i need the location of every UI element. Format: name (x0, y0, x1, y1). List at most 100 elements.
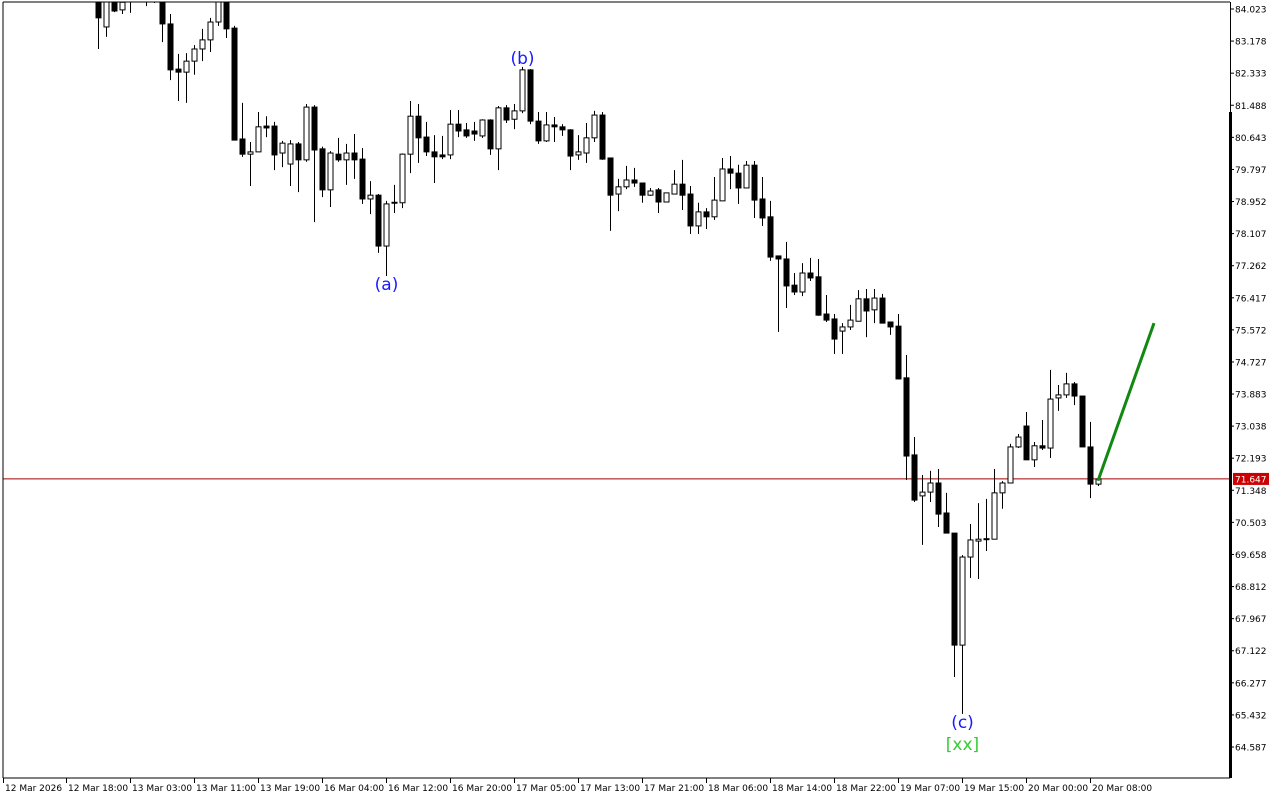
candle-body (727, 168, 734, 174)
candle-body (367, 194, 374, 200)
x-tick-label: 12 Mar 2026 (5, 784, 62, 794)
y-tick-label: 64.587 (1235, 744, 1267, 754)
candle-body (799, 272, 806, 293)
candle (95, 2, 102, 49)
candle (695, 202, 702, 234)
candle-body (431, 151, 438, 158)
candle-body (743, 164, 750, 189)
candle-body (855, 298, 862, 322)
candle (975, 503, 982, 580)
candle (167, 14, 174, 81)
candle (263, 116, 270, 138)
candle (911, 437, 918, 502)
plot-area: (a) (b) (c)[xx] (3, 2, 1230, 755)
candle-body (623, 179, 630, 188)
x-tick-label: 13 Mar 11:00 (196, 784, 256, 794)
candle (287, 140, 294, 187)
candle-body (183, 60, 190, 73)
candle (207, 17, 214, 53)
candle-body (959, 556, 966, 646)
candle (535, 112, 542, 144)
candle (575, 135, 582, 160)
candle (623, 165, 630, 190)
candle-body (839, 326, 846, 332)
candle-body (1023, 425, 1030, 461)
candle (663, 192, 670, 203)
candle (447, 110, 454, 160)
candle-body (567, 129, 574, 157)
candle-body (583, 137, 590, 154)
candle (423, 121, 430, 157)
candle (991, 468, 998, 540)
candle (1047, 369, 1054, 458)
candle-body (311, 106, 318, 151)
candle (983, 498, 990, 551)
projection-line (1096, 322, 1156, 482)
candle-body (895, 325, 902, 380)
candle-body (231, 27, 238, 141)
candle-body (751, 164, 758, 201)
candle (359, 148, 366, 204)
candle-body (975, 538, 982, 542)
candle-body (711, 199, 718, 218)
candle-body (191, 48, 198, 62)
candle-body (1007, 446, 1014, 484)
y-tick-label: 83.178 (1235, 38, 1267, 48)
candle (919, 475, 926, 545)
candle (327, 151, 334, 207)
y-tick-label: 79.797 (1235, 166, 1267, 176)
candle (751, 160, 758, 218)
candle (183, 53, 190, 103)
candle-body (527, 69, 534, 122)
candle-body (695, 211, 702, 227)
candle-body (471, 130, 478, 135)
candle (879, 293, 886, 324)
candle (519, 66, 526, 114)
candle-body (871, 297, 878, 311)
candle-body (199, 39, 206, 50)
candle-body (687, 193, 694, 227)
candle (1015, 434, 1022, 449)
candle-body (1015, 436, 1022, 448)
candle-body (343, 152, 350, 161)
candle-body (159, 2, 166, 25)
y-tick-label: 82.333 (1235, 70, 1267, 80)
candle (399, 153, 406, 209)
candle-body (647, 190, 654, 196)
candle (567, 129, 574, 171)
candle (103, 2, 110, 37)
candle-body (447, 123, 454, 156)
candle-body (703, 211, 710, 218)
candle-body (255, 126, 262, 153)
candle (111, 2, 118, 13)
candle (511, 104, 518, 130)
candle-body (1063, 383, 1070, 396)
candle (823, 295, 830, 322)
candle-body (615, 186, 622, 195)
candle-body (823, 313, 830, 321)
candle (775, 255, 782, 332)
candle (719, 157, 726, 202)
x-tick-label: 13 Mar 19:00 (260, 784, 320, 794)
wave-label: (b) (510, 49, 534, 69)
candle-body (639, 182, 646, 196)
candle (495, 105, 502, 171)
candle-body (319, 148, 326, 191)
candle-body (207, 21, 214, 41)
candle-body (495, 107, 502, 150)
candle-body (591, 114, 598, 139)
y-tick-label: 74.727 (1235, 358, 1267, 368)
candle-body (455, 123, 462, 132)
x-tick-label: 19 Mar 15:00 (964, 784, 1024, 794)
current-price-badge (1233, 472, 1269, 485)
candle (1023, 411, 1030, 461)
candle (215, 2, 222, 26)
candle-body (175, 68, 182, 73)
candle-body (599, 114, 606, 160)
candle-body (863, 298, 870, 312)
candle-body (399, 153, 406, 204)
x-tick-label: 19 Mar 07:00 (900, 784, 960, 794)
candle (1071, 381, 1078, 406)
candle-body (655, 189, 662, 203)
